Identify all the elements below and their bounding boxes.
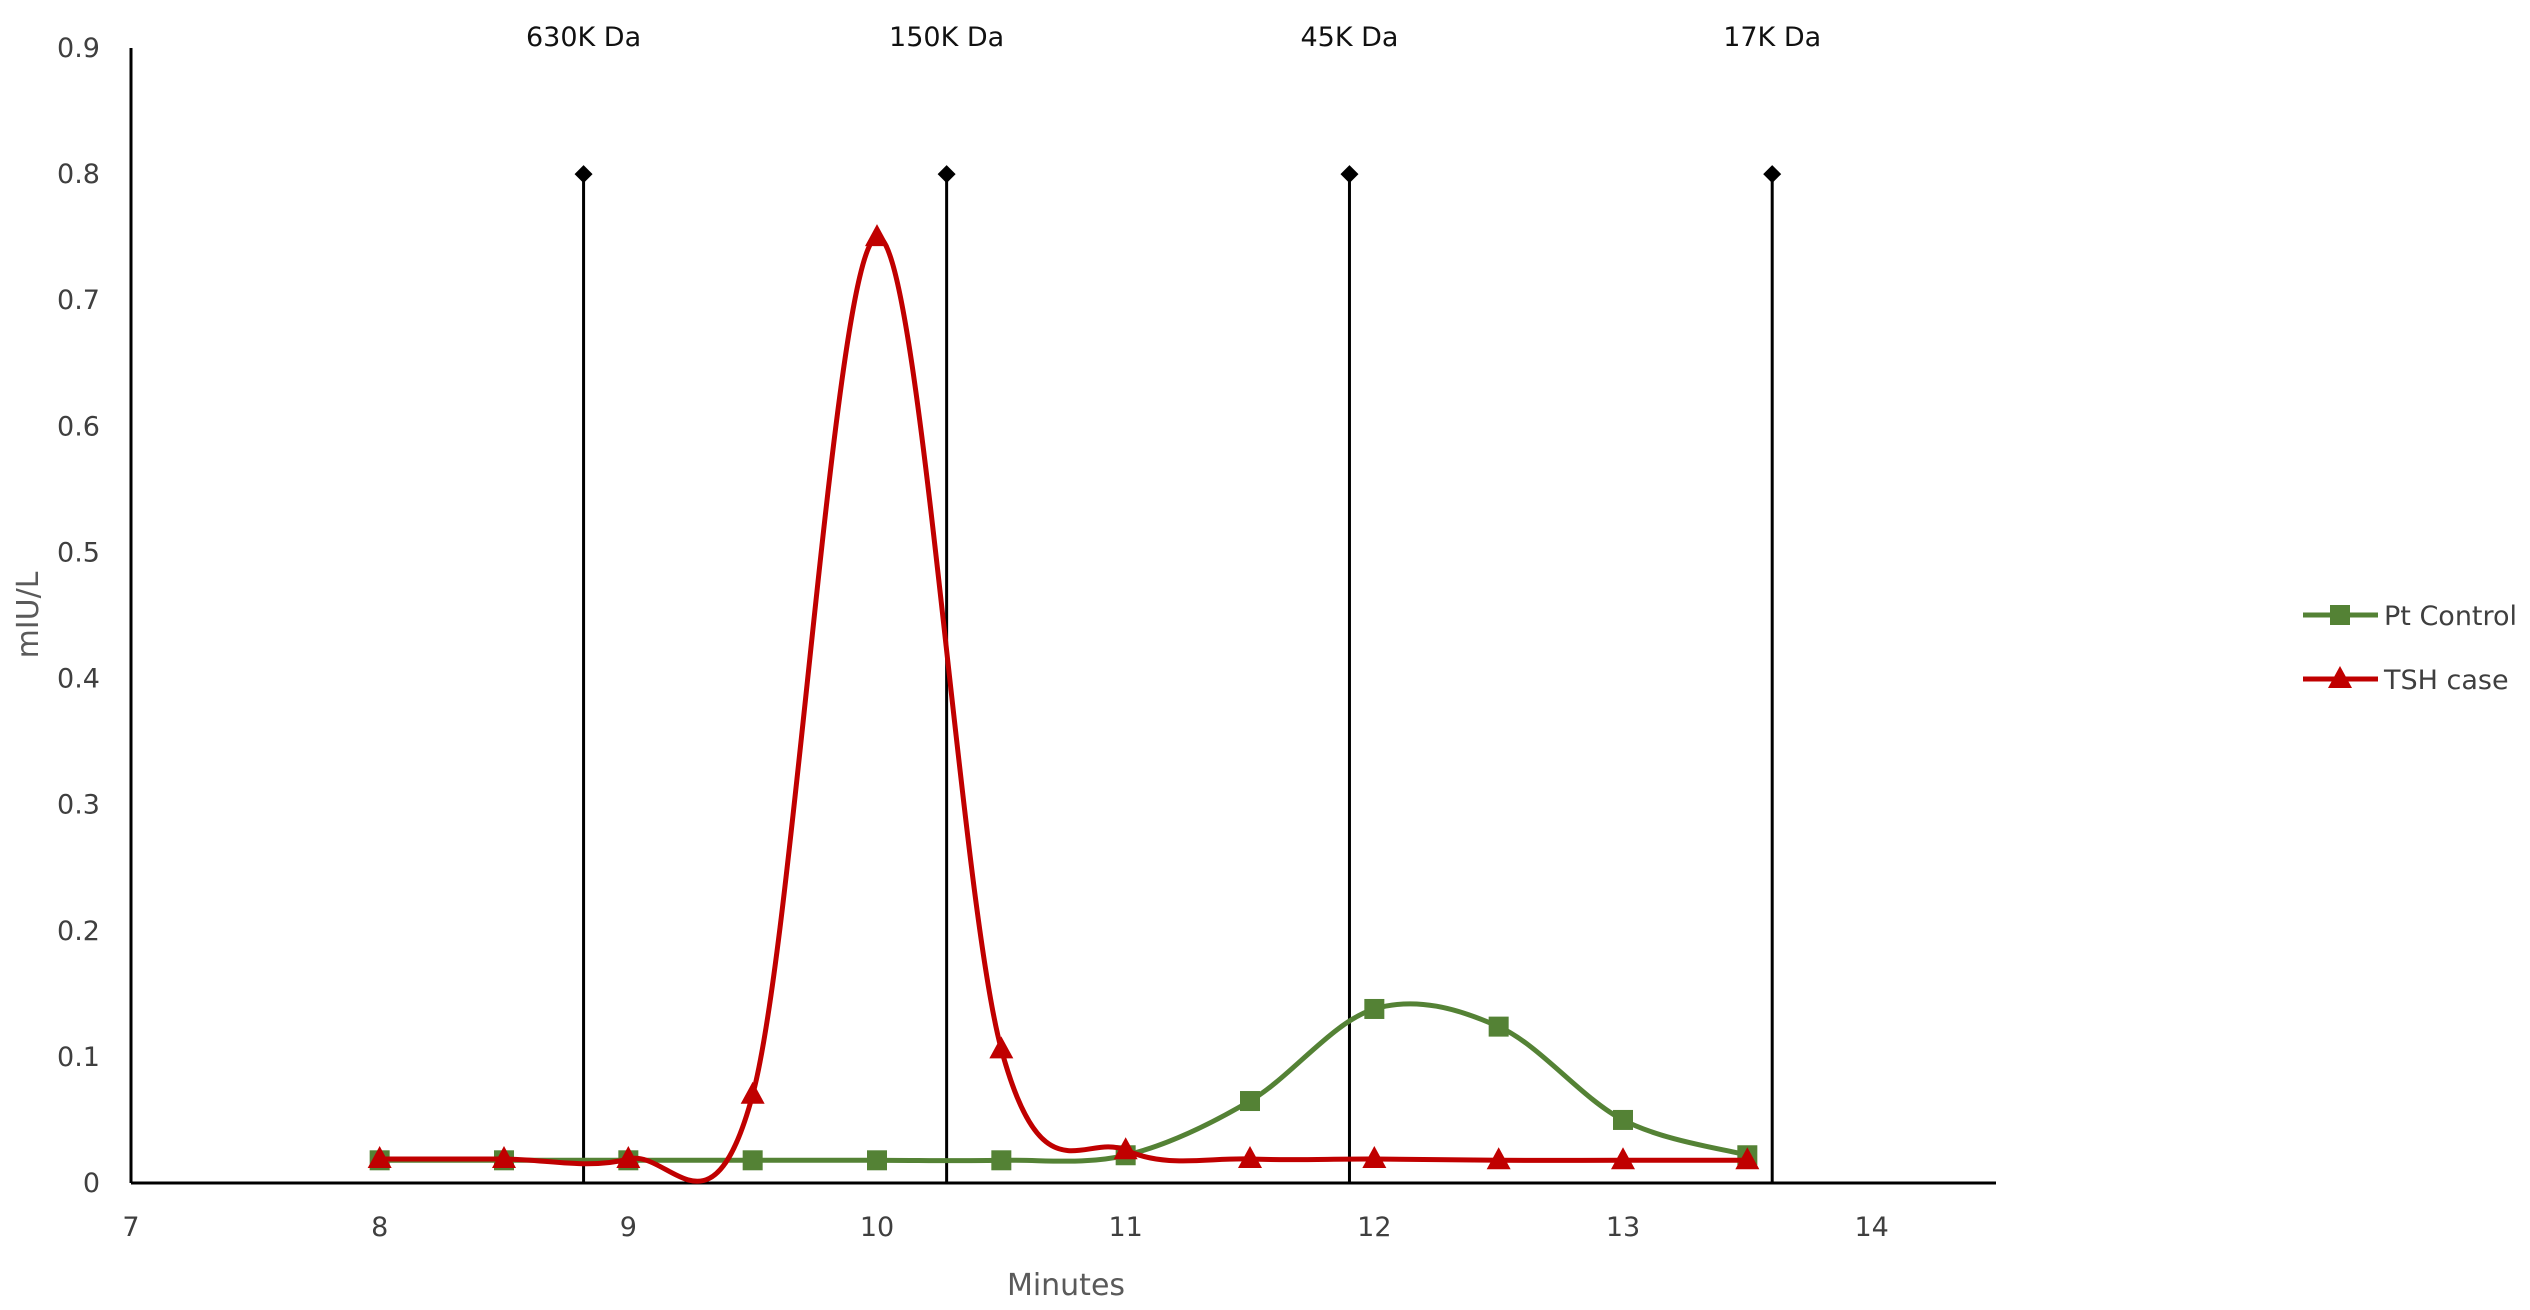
tick-labels: 7 8 9 10 11 12 13 14 0 0.1 0.2 0.3 0.4 0.5 0.6 0.7 0.8 0.… [57, 33, 1889, 1243]
reference-label: 150K Da [889, 22, 1004, 53]
reference-label: 17K Da [1723, 22, 1821, 53]
x-tick-label: 13 [1606, 1212, 1640, 1243]
y-tick-label: 0.8 [57, 159, 100, 190]
y-axis-title: mIU/L [11, 571, 46, 658]
series-tsh-case [367, 224, 1760, 1184]
data-point [1486, 1147, 1511, 1170]
reference-lines: 630K Da 150K Da 45K Da 17K Da [526, 22, 1821, 1183]
x-tick-label: 7 [122, 1212, 139, 1243]
data-point [1364, 998, 1385, 1019]
data-point [1113, 1137, 1138, 1160]
axes [129, 48, 1996, 1185]
x-tick-label: 11 [1108, 1212, 1142, 1243]
series-line [379, 234, 1748, 1184]
data-point [367, 1146, 392, 1169]
y-tick-label: 0.9 [57, 33, 100, 64]
legend-label: TSH case [2383, 665, 2509, 696]
legend-marker [2328, 666, 2352, 688]
data-point [1238, 1146, 1262, 1169]
y-tick-label: 0.5 [57, 537, 100, 568]
diamond-marker [1763, 165, 1782, 184]
y-tick-label: 0.7 [57, 285, 100, 316]
data-point [616, 1146, 641, 1169]
series [367, 224, 1760, 1184]
data-point [742, 1150, 763, 1171]
reference-label: 45K Da [1300, 22, 1398, 53]
data-point [740, 1081, 765, 1104]
x-tick-label: 14 [1854, 1212, 1888, 1243]
data-point [991, 1150, 1012, 1171]
legend-marker [2330, 605, 2350, 625]
data-point [1613, 1109, 1633, 1130]
x-axis-title: Minutes [1007, 1268, 1125, 1303]
data-point [1362, 1146, 1387, 1169]
x-tick-label: 12 [1357, 1212, 1391, 1243]
data-point [867, 1150, 887, 1171]
series-pt-control [369, 998, 1758, 1171]
reference-label: 630K Da [526, 22, 641, 53]
legend-item: TSH case [2303, 665, 2509, 696]
data-point [1240, 1091, 1260, 1112]
y-tick-label: 0.3 [57, 790, 100, 821]
legend-item: Pt Control [2303, 601, 2517, 632]
y-tick-label: 0.1 [57, 1042, 100, 1073]
y-tick-label: 0.4 [57, 664, 100, 695]
data-point [1735, 1147, 1760, 1170]
data-point [492, 1146, 516, 1169]
data-point [865, 224, 889, 247]
diamond-marker [574, 165, 593, 184]
data-point [1611, 1147, 1635, 1170]
legend: Pt Control TSH case [2303, 601, 2517, 696]
x-tick-label: 10 [860, 1212, 894, 1243]
y-tick-label: 0 [83, 1168, 100, 1199]
diamond-marker [937, 165, 956, 184]
x-tick-label: 9 [620, 1212, 637, 1243]
legend-label: Pt Control [2384, 601, 2517, 632]
diamond-marker [1340, 165, 1359, 184]
y-tick-label: 0.2 [57, 916, 100, 947]
y-tick-label: 0.6 [57, 411, 100, 442]
data-point [1488, 1016, 1509, 1037]
x-tick-label: 8 [371, 1212, 388, 1243]
data-point [989, 1036, 1014, 1059]
